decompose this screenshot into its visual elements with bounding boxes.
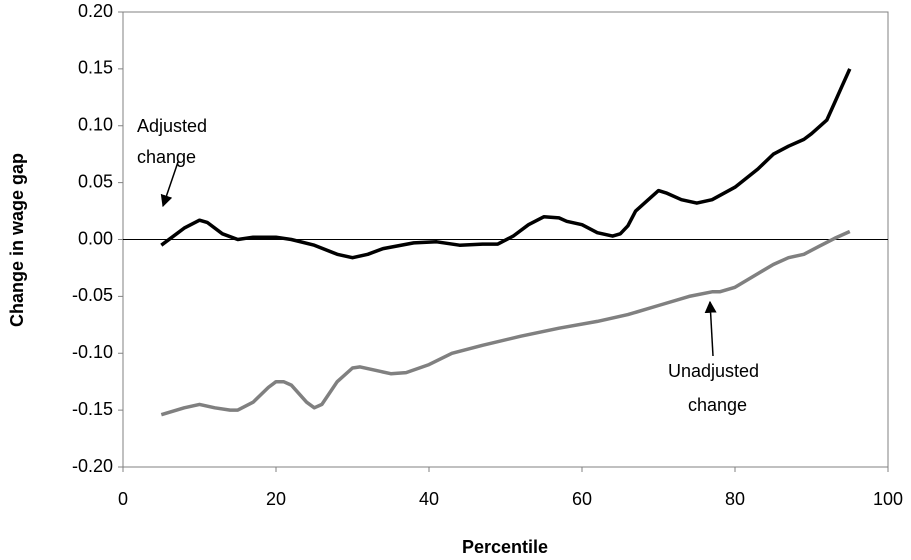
line-series (160, 229, 851, 417)
annotation-text: change (688, 395, 747, 415)
line-series (160, 68, 852, 260)
x-tick-label: 60 (572, 489, 592, 509)
x-tick-label: 80 (725, 489, 745, 509)
annotation-arrow (704, 300, 717, 357)
y-tick-label: -0.10 (72, 342, 113, 362)
y-tick-label: -0.20 (72, 456, 113, 476)
y-tick-label: 0.10 (78, 115, 113, 135)
y-tick-label: -0.05 (72, 285, 113, 305)
y-tick-label: 0.05 (78, 171, 113, 191)
x-axis-title: Percentile (462, 537, 548, 557)
y-tick-label: 0.20 (78, 1, 113, 21)
y-tick-label: 0.00 (78, 228, 113, 248)
y-tick-label: -0.15 (72, 399, 113, 419)
annotation-text: Unadjusted (668, 361, 759, 381)
annotation-text: change (137, 147, 196, 167)
x-tick-label: 20 (266, 489, 286, 509)
y-axis-title: Change in wage gap (7, 153, 27, 327)
annotation-arrow (160, 161, 179, 208)
x-tick-label: 0 (118, 489, 128, 509)
y-tick-label: 0.15 (78, 58, 113, 78)
x-tick-label: 100 (873, 489, 903, 509)
x-tick-label: 40 (419, 489, 439, 509)
annotation-text: Adjusted (137, 116, 207, 136)
